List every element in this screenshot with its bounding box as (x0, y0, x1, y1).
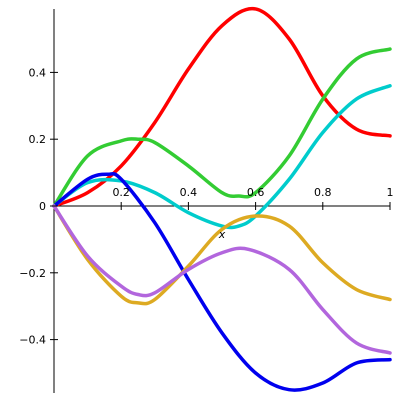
x-tick-label: 0.2 (112, 186, 130, 199)
x-axis-label: x (218, 228, 226, 241)
series-group (52, 6, 392, 392)
series-line-3 (52, 84, 392, 230)
series-line-1 (52, 6, 392, 208)
x-tick-label: 0.6 (247, 186, 265, 199)
y-tick-label: 0 (39, 200, 46, 213)
x-tick-label: 0.8 (314, 186, 332, 199)
series-line-4 (52, 171, 392, 392)
series-line-2 (52, 47, 392, 208)
y-tick-label: −0.2 (19, 267, 46, 280)
ticks-group: 0.2 0.4 0.6 0.8 1 0.4 0.2 0 −0.2 −0.4 (19, 66, 393, 346)
y-tick-label: −0.4 (19, 334, 46, 347)
axes (53, 8, 390, 394)
series-line-5 (52, 204, 392, 306)
series-line-6 (52, 204, 392, 355)
x-tick-label: 0.4 (180, 186, 198, 199)
y-tick-label: 0.2 (29, 133, 47, 146)
y-tick-label: 0.4 (29, 66, 47, 79)
x-tick-label: 1 (387, 186, 394, 199)
